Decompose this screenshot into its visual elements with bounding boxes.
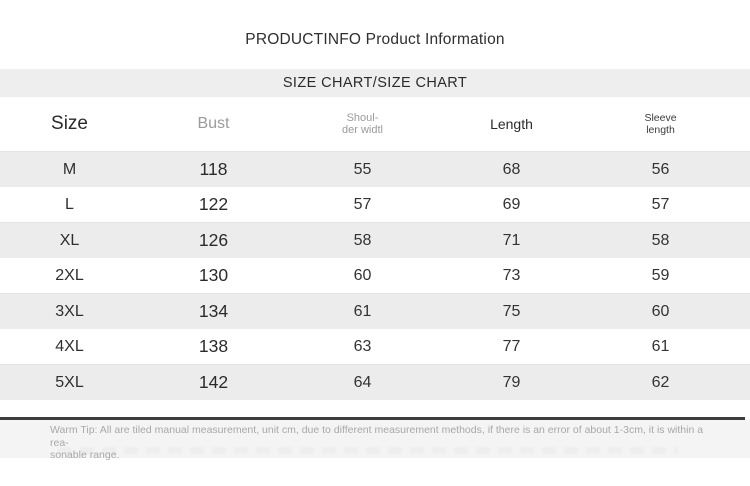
warm-tip-strip: Warm Tip: All are tiled manual measureme…	[0, 420, 750, 461]
cell-bust: 130	[198, 265, 229, 285]
cell-size: 4XL	[55, 337, 84, 355]
size-chart-band-title: SIZE CHART/SIZE CHART	[282, 75, 468, 91]
cell-bust: 118	[199, 159, 228, 179]
table-row-m: M 118 55 68 56	[0, 151, 750, 187]
cell-sleeve: 58	[651, 231, 670, 249]
size-table-body: M 118 55 68 56 L 122 57 69 57 XL 126 58 …	[0, 151, 750, 400]
table-row-4xl: 4XL 138 63 77 61	[0, 329, 750, 364]
table-row-l: L 122 57 69 57	[0, 187, 750, 222]
cell-length: 77	[502, 337, 521, 355]
cell-length: 71	[502, 231, 521, 249]
cell-shoulder: 64	[353, 373, 372, 391]
table-row-5xl: 5XL 142 64 79 62	[0, 364, 750, 400]
cell-bust: 126	[198, 230, 229, 250]
table-row-2xl: 2XL 130 60 73 59	[0, 258, 750, 293]
header-cell-shoulder-width: Shoul- der widtl	[288, 97, 437, 151]
header-cell-bust: Bust	[197, 115, 230, 132]
cell-sleeve: 62	[651, 373, 670, 391]
warm-tip-line1: Warm Tip: All are tiled manual measureme…	[50, 424, 704, 449]
cell-length: 75	[502, 302, 521, 320]
table-row-3xl: 3XL 134 61 75 60	[0, 293, 750, 329]
cell-size: 2XL	[55, 266, 84, 284]
cell-size: M	[62, 160, 77, 178]
cell-size: XL	[59, 231, 80, 249]
cell-shoulder: 55	[353, 160, 372, 178]
size-chart-band: SIZE CHART/SIZE CHART	[0, 69, 750, 97]
header-sleeve-line2: length	[646, 124, 675, 136]
cell-length: 68	[502, 160, 521, 178]
page-title: PRODUCTINFO Product Information	[245, 31, 505, 48]
warm-tip-line2: sonable range.	[50, 449, 120, 461]
cell-bust: 134	[198, 301, 229, 321]
header-sleeve-line1: Sleeve	[644, 112, 677, 124]
header-cell-size: Size	[51, 113, 88, 134]
cell-length: 73	[502, 266, 521, 284]
cell-shoulder: 61	[353, 302, 372, 320]
warm-tip-text: Warm Tip: All are tiled manual measureme…	[50, 424, 718, 462]
cell-sleeve: 56	[651, 160, 670, 178]
cell-length: 69	[502, 195, 521, 213]
cell-length: 79	[502, 373, 521, 391]
header-cell-sleeve-length: Sleeve length	[586, 97, 735, 151]
cell-shoulder: 57	[353, 195, 372, 213]
cell-bust: 138	[198, 336, 229, 356]
ghost-text	[58, 447, 678, 454]
divider-rule	[0, 417, 745, 420]
cell-shoulder: 58	[353, 231, 372, 249]
cell-sleeve: 59	[651, 266, 670, 284]
cell-size: 5XL	[55, 373, 84, 391]
cell-shoulder: 63	[353, 337, 372, 355]
header-shoulder-line1: Shoul-	[346, 111, 379, 124]
header-cell-length: Length	[490, 116, 533, 132]
cell-sleeve: 60	[651, 302, 670, 320]
cell-sleeve: 57	[651, 195, 670, 213]
cell-sleeve: 61	[651, 337, 670, 355]
header-shoulder-line2: der widtl	[342, 124, 383, 136]
table-row-xl: XL 126 58 71 58	[0, 222, 750, 258]
cell-bust: 122	[198, 194, 229, 214]
cell-size: L	[65, 195, 74, 213]
size-table-header: Size Bust Shoul- der widtl Length Sleeve…	[0, 97, 750, 151]
cell-bust: 142	[198, 372, 229, 392]
cell-shoulder: 60	[353, 266, 372, 284]
cell-size: 3XL	[55, 302, 84, 320]
